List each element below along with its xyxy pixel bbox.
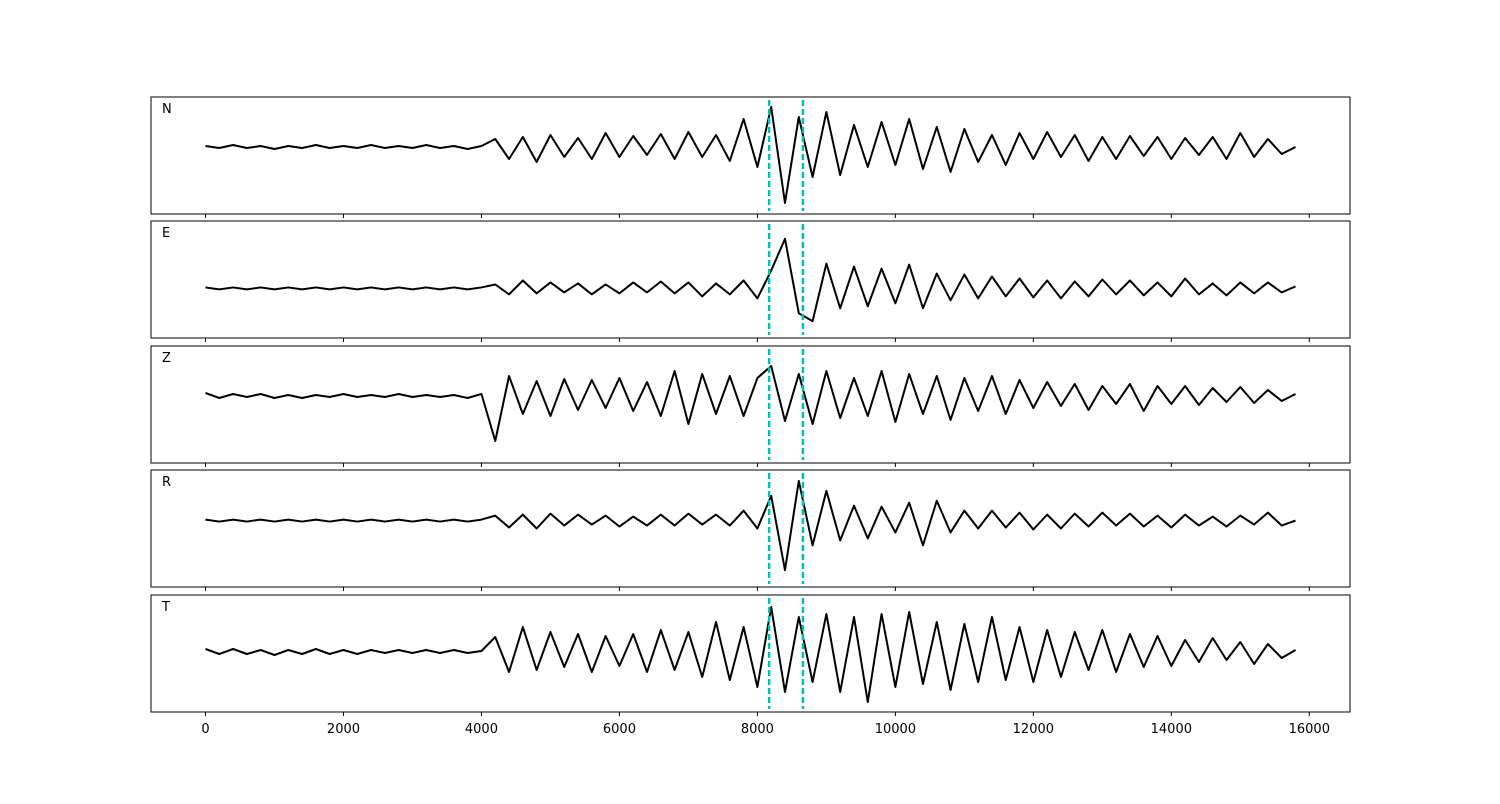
x-tick-label: 6000 — [603, 722, 636, 737]
x-tick-label: 16000 — [1289, 722, 1330, 737]
panel-label: N — [162, 102, 172, 117]
panel-frame — [150, 345, 1351, 464]
trace — [205, 479, 1296, 572]
x-tick-label: 14000 — [1151, 722, 1192, 737]
panel-frame — [150, 96, 1351, 215]
x-tick-label: 2000 — [327, 722, 360, 737]
panel-frame — [150, 220, 1351, 339]
trace — [205, 237, 1296, 323]
panel-label: E — [162, 226, 170, 241]
trace — [205, 606, 1297, 703]
panel-frame — [150, 594, 1351, 713]
x-tick-label: 8000 — [741, 722, 774, 737]
panel-label: Z — [162, 351, 171, 366]
trace — [205, 106, 1296, 204]
panel-label: R — [162, 475, 171, 490]
panel-label: T — [161, 600, 170, 615]
trace — [205, 365, 1296, 442]
x-tick-label: 0 — [201, 722, 209, 737]
x-tick-label: 4000 — [465, 722, 498, 737]
x-tick-label: 10000 — [875, 722, 916, 737]
x-tick-label: 12000 — [1013, 722, 1054, 737]
panel-frame — [150, 469, 1351, 588]
